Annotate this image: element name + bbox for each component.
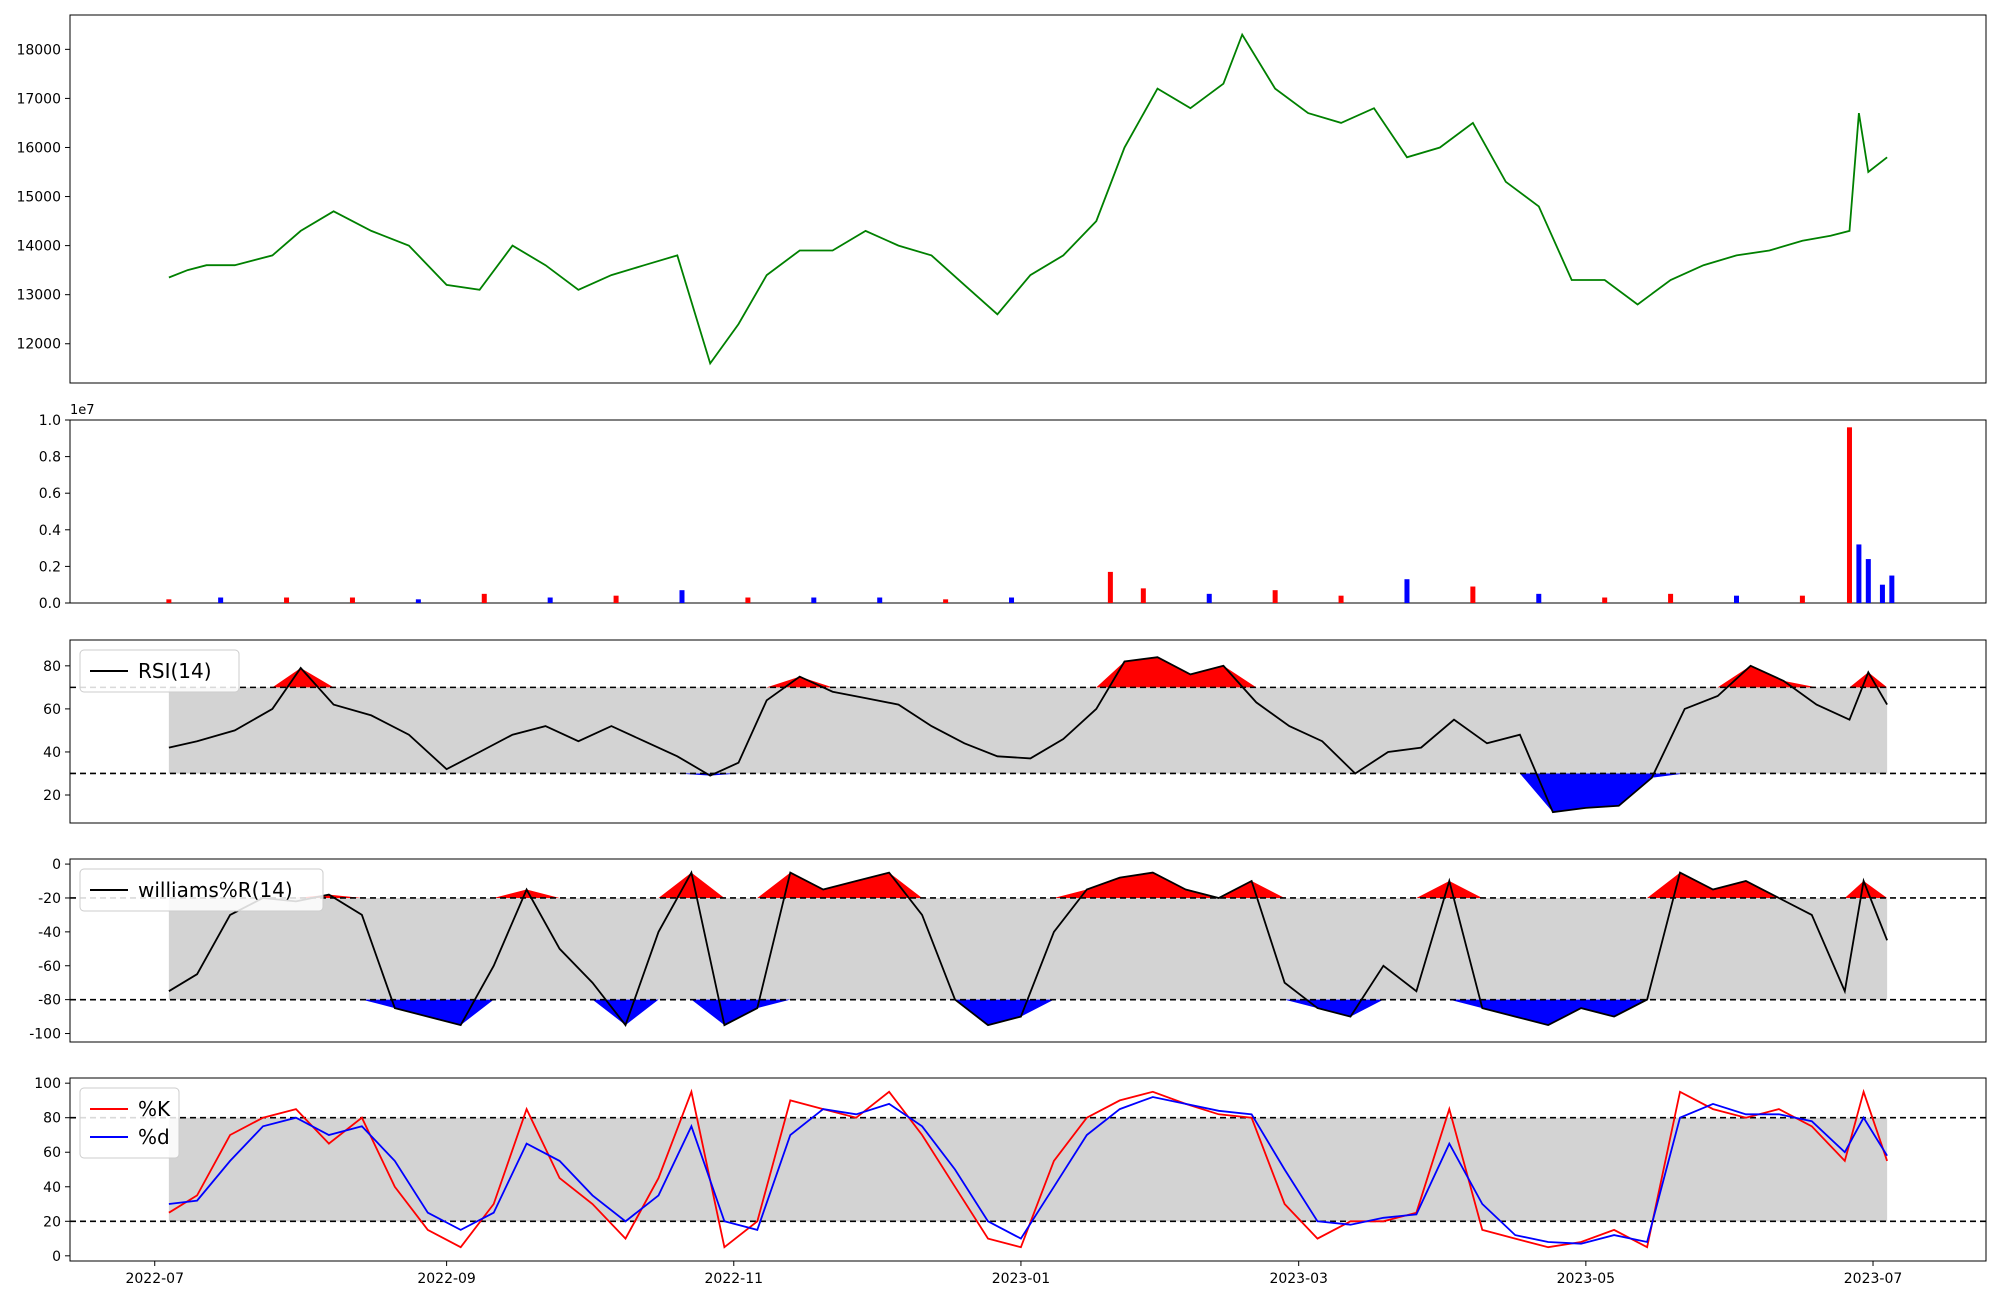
williams-panel-frame	[69, 858, 1987, 1043]
volume-bar	[877, 597, 883, 603]
volume-bar	[613, 595, 619, 603]
volume-ytick-label: 0.6	[39, 486, 61, 502]
rsi-ytick-label: 60	[43, 702, 61, 718]
volume-bar	[547, 597, 553, 603]
volume-ytick-label: 0.8	[39, 450, 61, 466]
price-ytick-label: 18000	[16, 42, 61, 58]
williams-ytick-label: -100	[29, 1027, 61, 1043]
volume-ytick-label: 0.0	[39, 596, 61, 612]
williams-legend-box	[79, 868, 324, 912]
x-tick-label: 2022-11	[705, 1271, 764, 1287]
volume-ytick-label: 1.0	[39, 413, 61, 429]
volume-ytick-label: 0.2	[39, 559, 61, 575]
x-tick-label: 2023-03	[1269, 1271, 1328, 1287]
volume-bar	[1338, 595, 1344, 603]
stochastic-legend: %K %d	[79, 1087, 180, 1159]
volume-offset-text: 1e7	[70, 403, 95, 418]
stochastic-ytick-label: 0	[52, 1249, 61, 1265]
williams-ytick-label: -80	[38, 993, 61, 1009]
stochastic-ytick-label: 60	[43, 1145, 61, 1161]
volume-bar	[1536, 593, 1542, 603]
volume-bar	[284, 597, 290, 603]
rsi-legend-label: RSI(14)	[138, 659, 212, 683]
stochastic-ytick-label: 80	[43, 1111, 61, 1127]
stochastic-band	[168, 1117, 1888, 1222]
volume-bar	[166, 599, 172, 603]
stochastic-legend-label: %d	[138, 1125, 170, 1149]
x-tick-label: 2022-07	[125, 1271, 184, 1287]
volume-bar	[1206, 593, 1212, 603]
volume-bar	[679, 590, 685, 603]
volume-bar	[1140, 588, 1146, 603]
rsi-ytick-label: 20	[43, 788, 61, 804]
price-ytick-label: 16000	[16, 140, 61, 156]
volume-bar	[481, 593, 487, 603]
volume-bar	[1889, 575, 1895, 603]
price-ytick-label: 12000	[16, 337, 61, 353]
volume-bar	[1404, 579, 1410, 603]
volume-bar	[1879, 584, 1885, 603]
stochastic-series-line-1	[168, 1096, 1888, 1245]
volume-bar	[1733, 595, 1739, 603]
x-tick-label: 2023-01	[992, 1271, 1051, 1287]
price-ytick-label: 13000	[16, 288, 61, 304]
williams-band	[168, 897, 1888, 1000]
williams-legend: williams%R(14)	[79, 868, 324, 912]
price-panel-frame	[69, 14, 1987, 384]
volume-panel-frame	[69, 419, 1987, 604]
williams-ytick-label: -40	[38, 925, 61, 941]
stochastic-ytick-label: 100	[34, 1076, 61, 1092]
volume-bar	[745, 597, 751, 603]
rsi-legend-box	[79, 649, 240, 693]
price-ytick-label: 17000	[16, 91, 61, 107]
williams-ytick-label: -20	[38, 891, 61, 907]
volume-bar	[943, 599, 949, 603]
volume-bar	[349, 597, 355, 603]
volume-bar	[1799, 595, 1805, 603]
williams-legend-label: williams%R(14)	[138, 878, 293, 902]
volume-bar	[1470, 586, 1476, 603]
price-ytick-label: 15000	[16, 190, 61, 206]
rsi-series-line-0	[168, 656, 1888, 814]
stochastic-ytick-label: 20	[43, 1214, 61, 1230]
volume-bar	[1846, 427, 1852, 603]
williams-overbought-fill	[168, 872, 1888, 898]
volume-bar	[1668, 593, 1674, 603]
volume-bar	[1856, 544, 1862, 603]
williams-ytick-label: -60	[38, 959, 61, 975]
volume-bar	[1272, 590, 1278, 603]
volume-bar	[1009, 597, 1015, 603]
rsi-panel-frame	[69, 639, 1987, 824]
volume-bar	[415, 599, 421, 603]
williams-oversold-fill	[168, 999, 1888, 1026]
volume-bar	[811, 597, 817, 603]
volume-bar	[218, 597, 224, 603]
rsi-overbought-fill	[168, 657, 1888, 688]
volume-bar	[1602, 597, 1608, 603]
price-line	[168, 32, 1888, 366]
stochastic-legend-label: %K	[138, 1097, 171, 1121]
rsi-ytick-label: 40	[43, 745, 61, 761]
williams-series-line-0	[168, 870, 1888, 1027]
x-tick-label: 2023-07	[1844, 1271, 1903, 1287]
volume-bar	[1107, 571, 1113, 603]
price-ytick-label: 14000	[16, 239, 61, 255]
stochastic-ytick-label: 40	[43, 1180, 61, 1196]
volume-bar	[1865, 559, 1871, 603]
stochastic-legend-box	[79, 1087, 180, 1159]
stochastic-series-line-0	[168, 1088, 1888, 1249]
volume-ytick-label: 0.4	[39, 523, 61, 539]
rsi-band	[168, 687, 1888, 774]
rsi-oversold-fill	[168, 773, 1888, 813]
williams-ytick-label: 0	[52, 857, 61, 873]
x-tick-label: 2022-09	[417, 1271, 476, 1287]
stochastic-panel-frame	[69, 1077, 1987, 1262]
x-tick-label: 2023-05	[1557, 1271, 1616, 1287]
rsi-legend: RSI(14)	[79, 649, 240, 693]
rsi-ytick-label: 80	[43, 659, 61, 675]
